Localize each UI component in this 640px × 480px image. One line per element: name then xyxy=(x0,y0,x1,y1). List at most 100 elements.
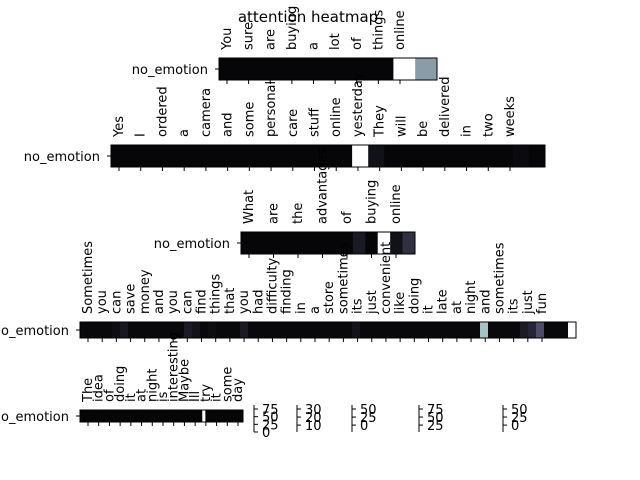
colorbar-tick-label: 25 xyxy=(427,419,444,434)
token-label: finding xyxy=(280,269,295,314)
heatmap-cell xyxy=(432,322,441,338)
heatmap-cell xyxy=(168,322,177,338)
token-label: late xyxy=(436,289,451,314)
heatmap-cell xyxy=(199,410,203,422)
heatmap-cell xyxy=(416,322,425,338)
token-label: The xyxy=(81,378,96,403)
token-label: lot xyxy=(328,33,343,50)
heatmap-cell xyxy=(544,322,553,338)
token-label: money xyxy=(138,269,153,314)
heatmap-cell xyxy=(368,322,377,338)
heatmap-cell xyxy=(336,145,353,167)
heatmap-cell xyxy=(239,410,244,422)
token-label: Ill xyxy=(188,391,203,402)
token-label: personal xyxy=(264,81,279,137)
heatmap-cell xyxy=(290,232,304,254)
heatmap-cell xyxy=(184,322,193,338)
heatmap-cell xyxy=(448,322,457,338)
heatmap-cell xyxy=(352,145,369,167)
heatmap-cell xyxy=(520,322,529,338)
heatmap-cell xyxy=(464,145,482,167)
heatmap-cell xyxy=(315,232,329,254)
colorbar-tick-label: 0 xyxy=(511,419,519,434)
heatmap-cell xyxy=(96,322,105,338)
heatmap-cell xyxy=(376,322,385,338)
heatmap-cell xyxy=(256,322,265,338)
heatmap-cell xyxy=(264,322,273,338)
heatmap-cell xyxy=(239,145,257,167)
heatmap-cell xyxy=(352,232,366,254)
token-label: sure xyxy=(242,22,257,50)
heatmap-cell xyxy=(241,232,254,254)
heatmap-cell xyxy=(104,322,113,338)
heatmap-cell xyxy=(191,145,208,167)
token-label: the xyxy=(291,203,306,224)
heatmap-cell xyxy=(145,410,150,422)
token-label: in xyxy=(460,125,475,137)
token-label: things xyxy=(371,10,386,50)
token-label: a xyxy=(177,129,192,137)
heatmap-cell xyxy=(272,322,281,338)
token-label: a xyxy=(308,306,323,314)
token-label: delivered xyxy=(438,77,453,137)
token-label: interesting xyxy=(167,332,182,402)
heatmap-cell xyxy=(192,322,201,338)
heatmap-cell xyxy=(248,322,257,338)
row-label: no_emotion xyxy=(0,410,69,425)
token-label: online xyxy=(389,184,404,224)
heatmap-cell xyxy=(195,410,200,422)
heatmap-cell xyxy=(360,322,369,338)
token-label: and xyxy=(152,290,167,314)
token-label: you xyxy=(237,290,252,314)
heatmap-cell xyxy=(262,58,285,80)
heatmap-cell xyxy=(344,322,353,338)
colorbar-tick-label: 20 xyxy=(305,411,322,426)
token-label: convenient xyxy=(379,242,394,314)
token-label: some xyxy=(220,367,235,402)
heatmap-cell xyxy=(139,410,144,422)
heatmap-cell xyxy=(159,145,176,167)
heatmap-cell xyxy=(80,322,89,338)
heatmap-cell xyxy=(368,145,385,167)
heatmap-cell xyxy=(224,322,233,338)
heatmap-cell xyxy=(536,322,545,338)
heatmap-cell xyxy=(424,322,433,338)
row-label: no_emotion xyxy=(0,324,69,339)
token-label: its xyxy=(507,298,522,314)
token-label: find xyxy=(195,289,210,314)
heatmap-cell xyxy=(392,322,401,338)
heatmap-cell xyxy=(189,410,194,422)
token-label: just xyxy=(365,290,380,315)
token-label: is xyxy=(156,391,171,402)
token-label: save xyxy=(124,284,139,314)
heatmap-cell xyxy=(296,322,305,338)
colorbar-tick-label: 50 xyxy=(511,403,528,418)
heatmap-cell xyxy=(127,145,144,167)
heatmap-cell xyxy=(207,145,224,167)
heatmap-cell xyxy=(133,410,137,422)
heatmap-cell xyxy=(303,232,316,254)
heatmap-cell xyxy=(89,410,93,422)
token-label: you xyxy=(166,290,181,314)
heatmap-cell xyxy=(306,58,329,80)
heatmap-cell xyxy=(200,322,209,338)
token-label: fun xyxy=(535,293,550,314)
token-label: store xyxy=(322,281,337,314)
heatmap-cell xyxy=(253,232,267,254)
heatmap-cell xyxy=(456,322,465,338)
heatmap-cell xyxy=(265,232,279,254)
heatmap-cell xyxy=(155,410,159,422)
colorbar-tick-label: 0 xyxy=(262,426,270,441)
heatmap-cell xyxy=(142,410,147,422)
heatmap-cell xyxy=(136,322,145,338)
token-label: night xyxy=(145,369,160,402)
heatmap-cell xyxy=(80,410,84,422)
token-label: buying xyxy=(285,6,300,50)
heatmap-cell xyxy=(108,410,112,422)
heatmap-cell xyxy=(271,145,289,167)
